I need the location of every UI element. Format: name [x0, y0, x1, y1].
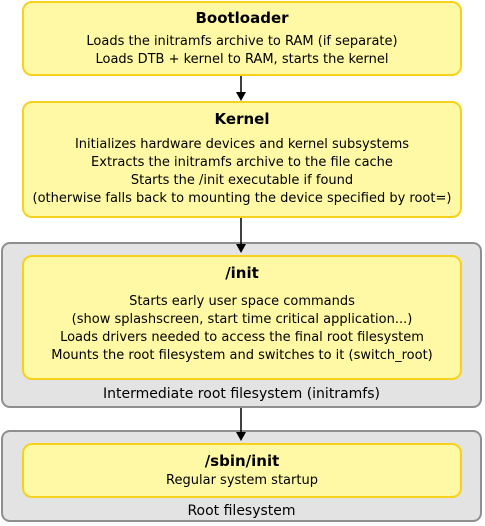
- bootloader-title: Bootloader: [195, 9, 289, 27]
- kernel-title: Kernel: [214, 110, 270, 128]
- kernel-line-4: (otherwise falls back to mounting the de…: [32, 191, 452, 206]
- bootloader-line-1: Loads the initramfs archive to RAM (if s…: [86, 34, 398, 49]
- sbin-init-title: /sbin/init: [204, 452, 280, 470]
- initramfs-container: /init Starts early user space commands (…: [1, 242, 482, 408]
- rootfs-container: /sbin/init Regular system startup Root f…: [1, 430, 482, 522]
- sbin-init-line-1: Regular system startup: [166, 473, 318, 488]
- arrow-bootloader-to-kernel: [236, 76, 246, 101]
- kernel-line-2: Extracts the initramfs archive to the fi…: [91, 155, 393, 170]
- kernel-line-3: Starts the /init executable if found: [130, 173, 354, 188]
- init-line-1: Starts early user space commands: [129, 294, 355, 309]
- initramfs-label: Intermediate root filesystem (initramfs): [103, 386, 380, 402]
- init-line-2: (show splashscreen, start time critical …: [71, 312, 413, 327]
- bootloader-line-2: Loads DTB + kernel to RAM, starts the ke…: [95, 52, 389, 67]
- bootloader-box: Bootloader Loads the initramfs archive t…: [22, 1, 462, 76]
- rootfs-label: Root filesystem: [187, 503, 296, 519]
- arrow-kernel-to-init: [236, 218, 246, 253]
- init-line-4: Mounts the root filesystem and switches …: [51, 348, 433, 363]
- init-box: /init Starts early user space commands (…: [22, 255, 462, 380]
- sbin-init-box: /sbin/init Regular system startup: [22, 443, 462, 498]
- init-line-3: Loads drivers needed to access the final…: [60, 330, 424, 345]
- kernel-line-1: Initializes hardware devices and kernel …: [74, 137, 410, 152]
- kernel-box: Kernel Initializes hardware devices and …: [22, 101, 462, 218]
- init-title: /init: [225, 264, 259, 282]
- arrow-init-to-sbin-init: [236, 408, 246, 441]
